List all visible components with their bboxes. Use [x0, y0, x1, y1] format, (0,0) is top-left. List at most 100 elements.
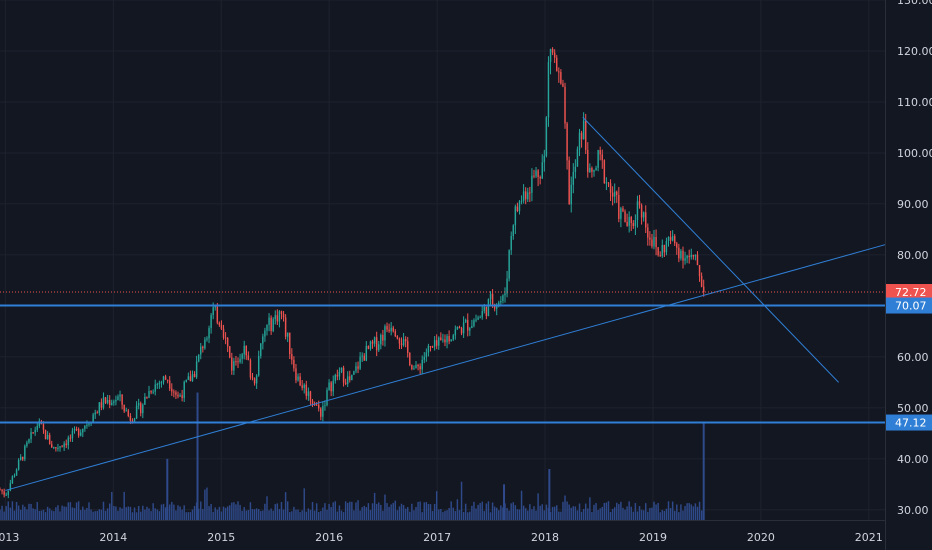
candle-body: [123, 404, 125, 412]
volume-bar: [177, 505, 179, 520]
candle-body: [28, 439, 30, 443]
volume-bar: [684, 505, 686, 520]
volume-bar: [591, 511, 593, 520]
volume-bar: [152, 503, 154, 520]
candle-body: [272, 319, 274, 332]
candle-body: [127, 410, 130, 416]
candle-body: [299, 376, 301, 386]
trendline-resistance[interactable]: [582, 116, 839, 383]
candle-body: [218, 322, 221, 326]
volume-spike: [166, 458, 169, 520]
candle-body: [77, 429, 80, 436]
volume-bar: [79, 510, 82, 520]
volume-bar: [303, 488, 305, 520]
candle-body: [512, 225, 514, 237]
volume-bar: [640, 509, 643, 520]
volume-bar: [425, 502, 428, 520]
volume-bar: [582, 508, 585, 520]
candle-body: [506, 278, 508, 294]
candle-body: [166, 379, 169, 381]
candle-body: [220, 325, 223, 329]
candle-body: [351, 374, 353, 381]
volume-bar: [220, 511, 223, 520]
candle-body: [613, 191, 616, 197]
candle-body: [580, 132, 583, 140]
candle-body: [44, 429, 47, 440]
candle-body: [380, 334, 382, 345]
volume-bar: [88, 502, 90, 520]
candle-body: [378, 344, 380, 351]
candle-body: [338, 371, 341, 377]
volume-bar: [502, 507, 504, 520]
volume-bar: [189, 512, 192, 520]
candle-body: [605, 182, 608, 184]
candle-body: [369, 341, 372, 349]
candle-body: [456, 326, 459, 330]
volume-bar: [59, 511, 61, 520]
volume-bar: [309, 509, 312, 520]
drawing-layer[interactable]: [0, 116, 886, 491]
y-tick-label: 80.00: [897, 249, 929, 262]
candle-body: [529, 192, 531, 194]
volume-bar: [630, 506, 632, 520]
candle-body: [3, 491, 5, 496]
candle-body: [135, 405, 138, 419]
volume-bar: [175, 510, 177, 520]
volume-bar: [489, 512, 492, 520]
candle-body: [15, 469, 18, 476]
candle-body: [489, 293, 492, 300]
candle-body: [179, 395, 181, 397]
volume-bar: [92, 511, 94, 520]
volume-bar: [460, 481, 463, 520]
candle-body: [462, 322, 465, 334]
candle-body: [417, 364, 419, 367]
candle-body: [268, 317, 270, 325]
volume-bar: [272, 510, 274, 520]
candle-body: [332, 380, 334, 392]
volume-bar: [698, 501, 701, 520]
candle-body: [518, 201, 521, 212]
volume-bar: [106, 508, 109, 520]
volume-bar: [270, 508, 272, 520]
candle-body: [289, 332, 291, 355]
volume-bar: [545, 504, 548, 520]
candle-body: [13, 475, 16, 477]
volume-bar: [322, 507, 324, 520]
volume-bar: [493, 506, 496, 520]
candle-body: [363, 355, 365, 361]
candle-body: [131, 420, 134, 422]
volume-bar: [162, 503, 165, 520]
volume-bar: [158, 511, 161, 520]
candle-body: [556, 57, 558, 72]
candle-body: [67, 437, 70, 446]
volume-bar: [140, 511, 142, 520]
candle-body: [533, 175, 535, 177]
candle-body: [527, 192, 529, 200]
volume-bar: [624, 509, 626, 520]
volume-bar: [363, 505, 365, 520]
candle-body: [344, 382, 347, 384]
volume-bar: [63, 506, 65, 520]
candle-body: [516, 206, 519, 212]
last-price-badge-bg: [886, 284, 932, 301]
volume-bar: [216, 509, 219, 520]
volume-bar: [226, 506, 229, 520]
volume-bar: [102, 501, 105, 520]
volume-bar: [406, 507, 409, 520]
trendline-support[interactable]: [5, 244, 886, 491]
candle-body: [106, 399, 109, 403]
candle-body: [601, 154, 603, 161]
candle-body: [11, 476, 14, 484]
candle-body: [547, 62, 550, 118]
volume-bar: [104, 510, 107, 520]
candle-body: [500, 300, 502, 303]
volume-bar: [135, 512, 138, 520]
x-tick-label: 2018: [531, 531, 559, 544]
candle-body: [655, 237, 657, 248]
candle-body: [587, 149, 589, 173]
volume-bar: [44, 512, 47, 520]
